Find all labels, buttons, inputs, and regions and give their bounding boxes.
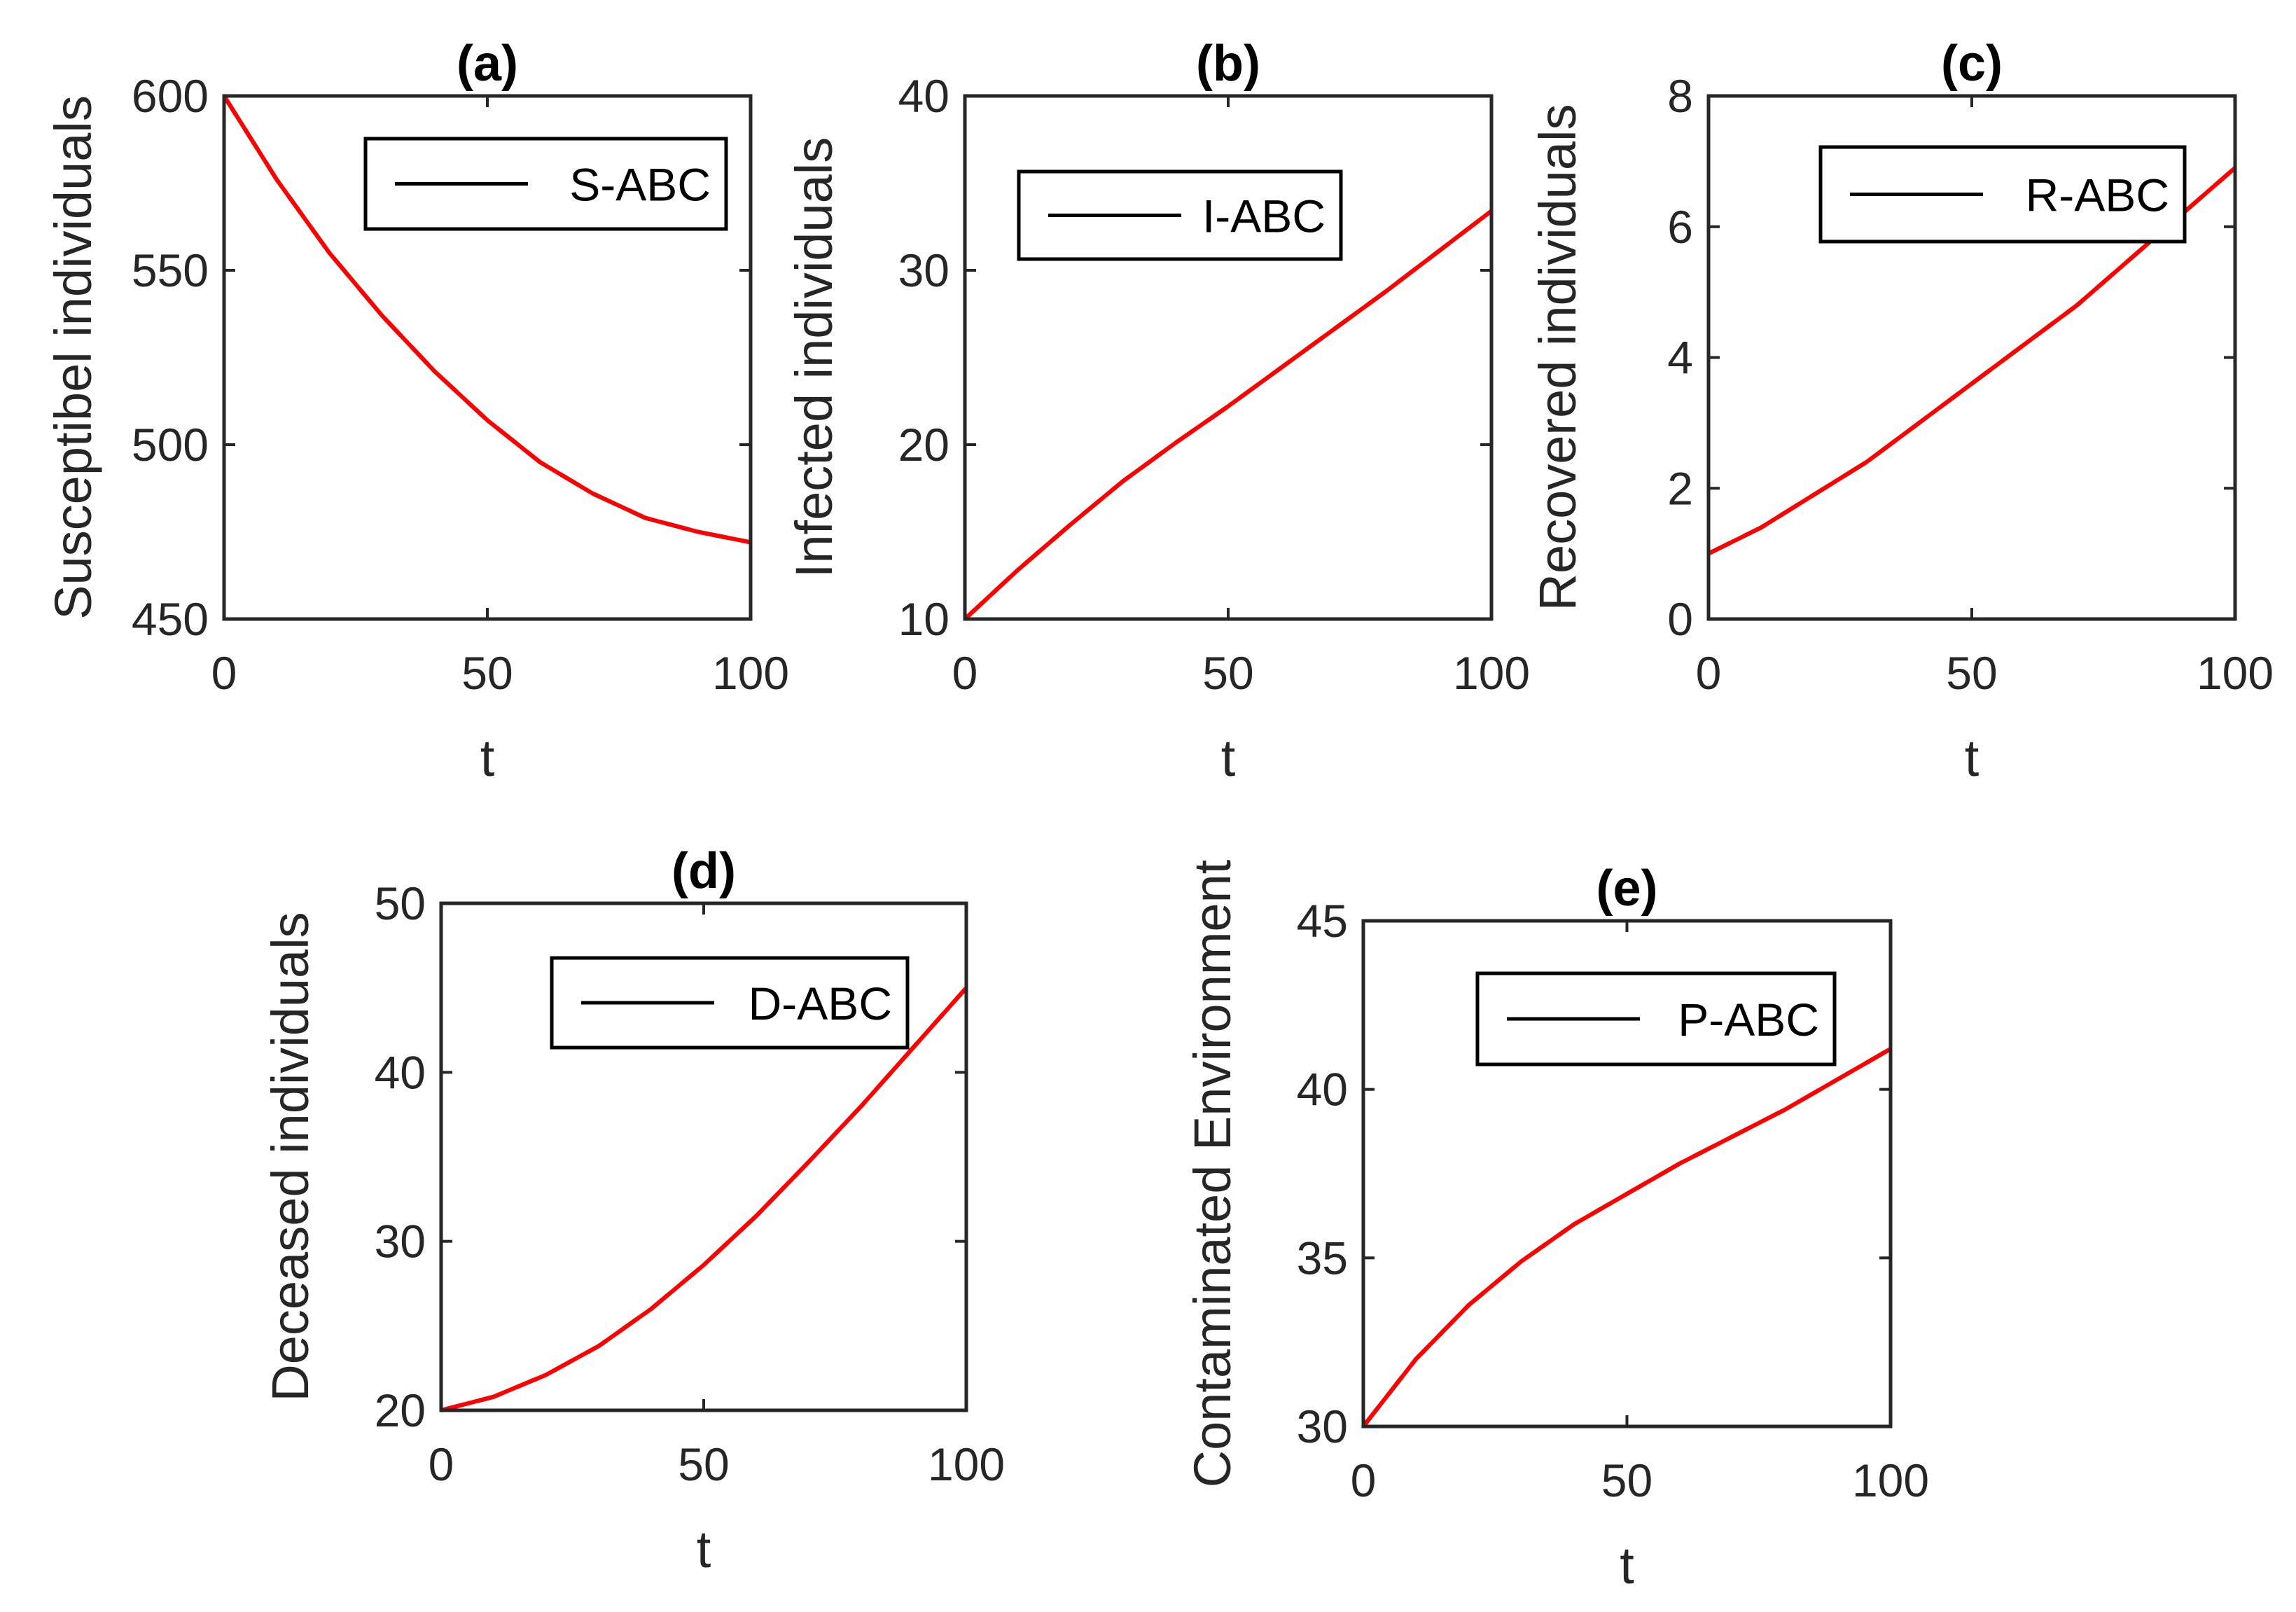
x-tick-label: 100 bbox=[928, 1438, 1005, 1490]
y-tick-label: 40 bbox=[1297, 1064, 1348, 1116]
y-tick-label: 30 bbox=[1297, 1401, 1348, 1452]
series-line-1 bbox=[963, 209, 1493, 621]
panel-c: 0 50 100 0 2 4 6 8 (c) t Recovered individuals R-AB… bbox=[1529, 36, 2274, 787]
panel-b: 0 50 100 10 20 30 40 (b) t Infected individuals I-… bbox=[785, 36, 1530, 787]
panel-title: (c) bbox=[1941, 36, 2003, 92]
series-line-1 bbox=[1707, 166, 2236, 556]
y-axis-label: Susceptibel individuals bbox=[44, 95, 102, 620]
x-tick-label: 0 bbox=[1351, 1454, 1377, 1506]
y-tick-label: 550 bbox=[132, 244, 209, 296]
x-axis-label: t bbox=[480, 729, 495, 787]
x-tick-label: 50 bbox=[678, 1438, 729, 1490]
legend-entry: S-ABC bbox=[569, 159, 711, 211]
series-line-1 bbox=[222, 95, 751, 545]
y-tick-label: 20 bbox=[898, 419, 949, 471]
y-axis-label: Deceased individuals bbox=[261, 912, 319, 1401]
panel-title: (b) bbox=[1196, 36, 1260, 92]
x-tick-label: 50 bbox=[1601, 1454, 1653, 1506]
y-tick-label: 8 bbox=[1667, 70, 1693, 122]
x-tick-label: 0 bbox=[1696, 647, 1722, 699]
legend: R-ABC bbox=[1818, 145, 2187, 244]
panel-title: (a) bbox=[457, 36, 518, 92]
legend-entry: R-ABC bbox=[2026, 169, 2169, 221]
panel-d: 0 50 100 20 30 40 50 (d) t Deceased individuals D-… bbox=[261, 843, 1005, 1578]
legend: I-ABC bbox=[1017, 169, 1343, 261]
y-axis-label: Recovered individuals bbox=[1529, 104, 1587, 611]
x-axis-label: t bbox=[1620, 1536, 1634, 1594]
x-tick-label: 0 bbox=[211, 647, 237, 699]
y-axis-label: Infected individuals bbox=[785, 137, 843, 578]
y-tick-label: 20 bbox=[375, 1384, 426, 1436]
y-tick-label: 0 bbox=[1667, 593, 1693, 645]
panel-e: 0 50 100 30 35 40 45 (e) t Contaminated Environme… bbox=[1183, 859, 1929, 1594]
x-axis-label: t bbox=[1965, 729, 1980, 787]
y-tick-label: 35 bbox=[1297, 1232, 1348, 1284]
panel-a: 0 50 100 450 500 550 600 (a) t Susceptibel indivi… bbox=[44, 36, 789, 787]
y-tick-label: 4 bbox=[1667, 332, 1693, 384]
legend-entry: P-ABC bbox=[1678, 994, 1819, 1045]
x-tick-label: 50 bbox=[1946, 647, 1997, 699]
y-tick-label: 10 bbox=[898, 593, 949, 645]
y-tick-label: 30 bbox=[898, 244, 949, 296]
x-tick-label: 0 bbox=[952, 647, 978, 699]
legend: D-ABC bbox=[550, 956, 910, 1050]
x-axis-label: t bbox=[1221, 729, 1236, 787]
y-tick-label: 40 bbox=[375, 1046, 426, 1098]
series-line-0 bbox=[440, 986, 968, 1412]
x-axis-label: t bbox=[697, 1520, 711, 1578]
y-tick-label: 600 bbox=[132, 70, 209, 122]
x-tick-label: 100 bbox=[1852, 1454, 1929, 1506]
y-tick-label: 40 bbox=[898, 70, 949, 122]
legend-box bbox=[363, 137, 728, 231]
y-tick-label: 6 bbox=[1667, 201, 1693, 253]
y-tick-label: 2 bbox=[1667, 462, 1693, 514]
x-tick-label: 100 bbox=[712, 647, 789, 699]
series-line-0 bbox=[1361, 1047, 1892, 1428]
x-tick-label: 100 bbox=[2197, 647, 2274, 699]
x-tick-label: 100 bbox=[1453, 647, 1530, 699]
legend: P-ABC bbox=[1475, 971, 1837, 1066]
series-line-1 bbox=[440, 986, 968, 1412]
y-tick-label: 45 bbox=[1297, 895, 1348, 947]
x-tick-label: 0 bbox=[429, 1438, 454, 1490]
y-axis-label: Contaminated Environment bbox=[1183, 859, 1241, 1487]
y-tick-label: 500 bbox=[132, 419, 209, 471]
y-tick-label: 50 bbox=[375, 877, 426, 929]
legend-entry: I-ABC bbox=[1202, 190, 1326, 242]
series-line-1 bbox=[1361, 1047, 1892, 1428]
legend: S-ABC bbox=[363, 137, 728, 231]
x-tick-label: 50 bbox=[461, 647, 513, 699]
y-tick-label: 30 bbox=[375, 1216, 426, 1267]
panel-title: (d) bbox=[672, 843, 736, 899]
legend-entry: D-ABC bbox=[749, 978, 892, 1029]
x-tick-label: 50 bbox=[1202, 647, 1253, 699]
panel-title: (e) bbox=[1596, 861, 1658, 917]
y-tick-label: 450 bbox=[132, 593, 209, 645]
